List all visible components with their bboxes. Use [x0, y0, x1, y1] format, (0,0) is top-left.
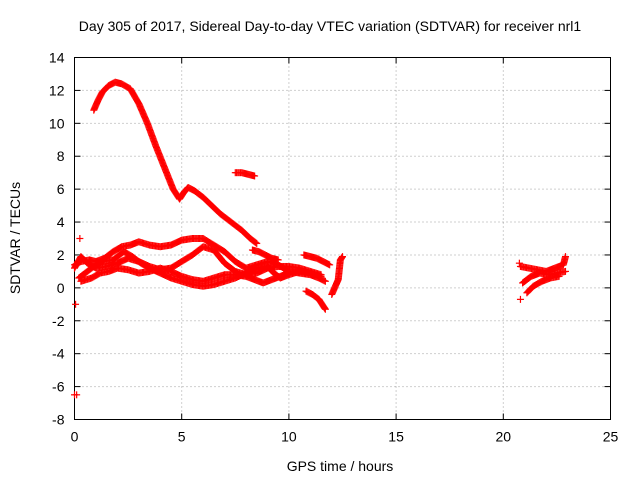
series-isolated: [71, 235, 524, 399]
y-axis-ticks: -8 -6 -4 -2 0 2 4 6 8 10 12 14: [49, 50, 611, 428]
series-track-g: [302, 287, 329, 313]
data-point: [251, 172, 259, 180]
data-points: [71, 78, 569, 399]
series-track-e: [248, 246, 282, 264]
data-point: [555, 272, 563, 280]
data-point: [321, 277, 329, 285]
y-tick-label: -6: [52, 379, 65, 395]
series-track-h: [328, 253, 346, 298]
x-tick-label: 25: [603, 429, 619, 445]
y-tick-label: 2: [57, 247, 65, 263]
x-tick-label: 5: [178, 429, 186, 445]
x-axis-ticks: 0 5 10 15 20 25: [71, 57, 619, 445]
y-tick-label: 8: [57, 148, 65, 164]
y-tick-label: 10: [49, 115, 65, 131]
data-point: [72, 300, 80, 308]
series-track-short: [231, 169, 259, 180]
y-tick-label: 12: [49, 82, 65, 98]
series-track-f: [300, 251, 334, 269]
x-tick-label: 20: [496, 429, 512, 445]
grid-lines: [74, 57, 611, 420]
y-tick-label: 4: [57, 214, 65, 230]
x-tick-label: 15: [388, 429, 404, 445]
plot-frame: [74, 57, 611, 420]
y-axis-label: SDTVAR / TECUs: [7, 182, 23, 294]
data-point: [561, 253, 569, 261]
data-point: [73, 391, 81, 399]
x-tick-label: 0: [71, 429, 79, 445]
y-tick-label: -2: [52, 313, 65, 329]
data-point: [516, 295, 524, 303]
x-axis-label: GPS time / hours: [287, 458, 394, 474]
data-point: [252, 239, 260, 247]
data-point: [76, 235, 84, 242]
data-point: [317, 272, 325, 280]
data-point: [339, 253, 346, 261]
series-track-d: [77, 264, 293, 287]
y-tick-label: 14: [49, 50, 65, 66]
data-point: [561, 267, 569, 275]
y-tick-label: 6: [57, 181, 65, 197]
y-tick-label: -4: [52, 346, 65, 362]
data-point: [326, 261, 334, 269]
data-point: [515, 259, 523, 267]
series-track-late-c: [523, 272, 563, 297]
data-point: [321, 305, 329, 313]
y-tick-label: 0: [57, 280, 65, 296]
data-point: [253, 239, 261, 247]
x-tick-label: 10: [281, 429, 297, 445]
data-point: [274, 256, 282, 264]
data-point: [285, 269, 293, 277]
y-tick-label: -8: [52, 412, 65, 428]
series-track-high: [90, 78, 261, 247]
chart-title: Day 305 of 2017, Sidereal Day-to-day VTE…: [79, 18, 582, 34]
